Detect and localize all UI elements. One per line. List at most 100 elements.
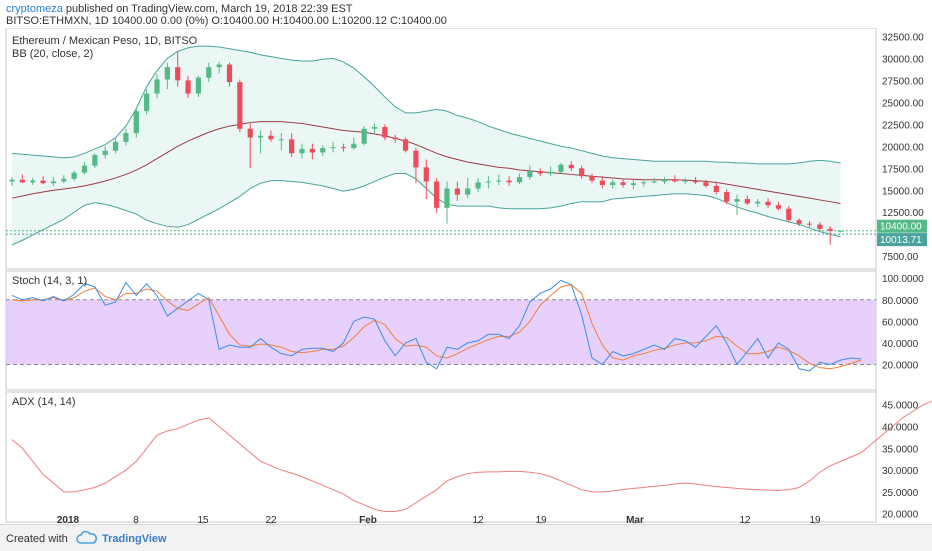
candle-body bbox=[309, 148, 315, 153]
candle-body bbox=[278, 139, 284, 141]
candle-body bbox=[703, 182, 709, 186]
price-tick-label: 7500.00 bbox=[882, 252, 919, 263]
candle-body bbox=[506, 180, 512, 183]
candle-body bbox=[734, 199, 740, 202]
time-tick-label: 22 bbox=[265, 515, 277, 524]
candle-body bbox=[775, 205, 782, 209]
candle-body bbox=[268, 135, 274, 140]
stoch-band-fill bbox=[6, 299, 876, 365]
bb-basis-line bbox=[11, 121, 841, 204]
price-tick-label: 32500.00 bbox=[882, 32, 924, 43]
candle-body bbox=[744, 199, 750, 204]
candle-body bbox=[50, 181, 57, 184]
candle-body bbox=[444, 188, 450, 208]
candle-body bbox=[61, 178, 67, 182]
candle-body bbox=[175, 67, 181, 81]
candle-body bbox=[589, 176, 595, 181]
chart-canvas[interactable]: 32500.00 30000.00 27500.00 25000.00 22500.00… bbox=[0, 28, 932, 524]
time-tick-label: 2018 bbox=[57, 515, 80, 524]
candle-body bbox=[579, 168, 585, 177]
stoch-tick-label: 80.0000 bbox=[882, 296, 919, 307]
candle-body bbox=[9, 179, 15, 182]
tradingview-cloud-icon bbox=[76, 531, 97, 544]
last-price-badge bbox=[877, 219, 927, 233]
candle-body bbox=[806, 223, 813, 225]
time-tick-label: 8 bbox=[133, 515, 139, 524]
published-text: published on TradingView.com, March 19, … bbox=[65, 3, 353, 15]
price-tick-label: 30000.00 bbox=[882, 54, 924, 65]
adx-tick-label: 35.0000 bbox=[882, 444, 919, 455]
candle-body bbox=[19, 179, 25, 183]
price-tick-label: 12500.00 bbox=[882, 208, 924, 219]
adx-line bbox=[11, 400, 932, 512]
candle-body bbox=[195, 77, 202, 94]
candle-body bbox=[330, 147, 336, 149]
candle-body bbox=[423, 167, 429, 182]
stoch-tick-label: 40.0000 bbox=[882, 339, 919, 350]
candle-body bbox=[796, 220, 802, 224]
candle-body bbox=[164, 67, 170, 80]
candle-body bbox=[382, 126, 388, 138]
candle-body bbox=[299, 148, 305, 154]
adx-title: ADX (14, 14) bbox=[12, 396, 76, 408]
candle-body bbox=[724, 192, 730, 202]
candle-body bbox=[765, 201, 771, 206]
bollinger-band-fill bbox=[12, 46, 841, 245]
candle-body bbox=[599, 180, 605, 185]
candle-body bbox=[247, 128, 253, 138]
price-tick-label: 15000.00 bbox=[882, 186, 924, 197]
price-tick-label: 25000.00 bbox=[882, 98, 924, 109]
candle-body bbox=[257, 135, 264, 138]
tradingview-brand[interactable]: TradingView bbox=[102, 533, 167, 545]
candle-body bbox=[392, 137, 398, 140]
candle-body bbox=[713, 185, 719, 193]
adx-tick-label: 40.0000 bbox=[882, 423, 919, 434]
candle-body bbox=[40, 180, 46, 184]
candle-body bbox=[682, 180, 688, 182]
adx-tick-label: 20.0000 bbox=[882, 510, 919, 521]
time-tick-label: 19 bbox=[535, 515, 547, 524]
candle-body bbox=[630, 183, 637, 185]
candle-body bbox=[672, 179, 678, 182]
last-price-label: 10400.00 bbox=[880, 222, 922, 233]
candle-body bbox=[413, 150, 419, 168]
candle-body bbox=[434, 181, 440, 208]
candle-body bbox=[92, 155, 98, 166]
candle-body bbox=[537, 170, 543, 174]
price-chart-title: Ethereum / Mexican Peso, 1D, BITSO bbox=[12, 35, 198, 47]
candle-body bbox=[402, 139, 409, 151]
symbol-ohlc-line: BITSO:ETHMXN, 1D 10400.00 0.00 (0%) O:10… bbox=[6, 15, 447, 27]
time-tick-label: 12 bbox=[472, 515, 484, 524]
author-name[interactable]: cryptomeza bbox=[6, 3, 63, 15]
bb-upper-line bbox=[11, 45, 841, 165]
stoch-tick-label: 20.0000 bbox=[882, 360, 919, 371]
candle-body bbox=[692, 180, 699, 183]
time-tick-label: 15 bbox=[197, 515, 209, 524]
candle-body bbox=[547, 171, 554, 174]
candle-body bbox=[133, 111, 139, 134]
candle-body bbox=[620, 182, 626, 185]
candle-body bbox=[351, 143, 357, 149]
candle-body bbox=[361, 128, 367, 144]
candle-body bbox=[786, 208, 792, 221]
lower-band-label: 10013.71 bbox=[880, 235, 922, 246]
stoch-tick-label: 100.0000 bbox=[882, 274, 924, 285]
candle-body bbox=[289, 139, 295, 154]
stoch-d-line bbox=[11, 284, 862, 370]
publisher-line: cryptomeza published on TradingView.com,… bbox=[6, 3, 353, 15]
candle-body bbox=[144, 93, 150, 112]
time-tick-label: Feb bbox=[359, 515, 377, 524]
candle-body bbox=[827, 228, 833, 231]
candle-body bbox=[558, 164, 564, 172]
created-with-text: Created with bbox=[6, 533, 68, 545]
candle-body bbox=[112, 141, 119, 151]
price-tick-label: 22500.00 bbox=[882, 120, 924, 131]
stoch-tick-label: 60.0000 bbox=[882, 317, 919, 328]
candle-body bbox=[30, 180, 36, 183]
price-tick-label: 27500.00 bbox=[882, 76, 924, 87]
adx-tick-label: 30.0000 bbox=[882, 466, 919, 477]
stoch-k-line bbox=[11, 279, 862, 372]
time-tick-label: Mar bbox=[626, 515, 644, 524]
candle-body bbox=[568, 164, 574, 169]
stoch-title: Stoch (14, 3, 1) bbox=[12, 275, 87, 287]
